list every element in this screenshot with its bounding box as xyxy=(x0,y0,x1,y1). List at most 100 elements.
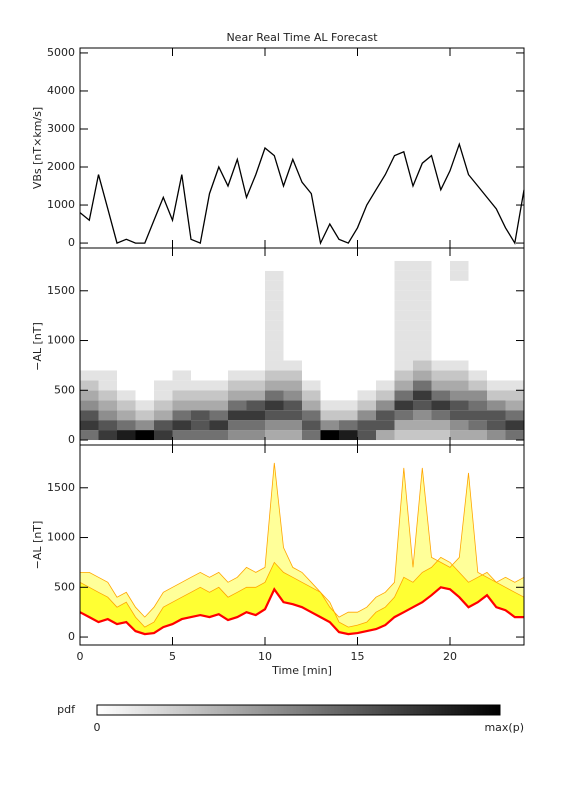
heatmap-cell xyxy=(468,380,487,391)
heatmap-cell xyxy=(487,380,506,391)
heatmap-cell xyxy=(117,380,136,391)
heatmap-cell xyxy=(246,390,265,401)
heatmap-cell xyxy=(265,310,284,321)
heatmap-cell xyxy=(228,260,247,271)
heatmap-cell xyxy=(209,280,228,291)
heatmap-cell xyxy=(117,290,136,301)
x-tick-label: 20 xyxy=(443,650,457,663)
heatmap-cell xyxy=(320,340,339,351)
y-tick-label: 1500 xyxy=(47,284,75,297)
heatmap-cell xyxy=(228,350,247,361)
heatmap-cell xyxy=(117,370,136,381)
heatmap-cell xyxy=(413,430,432,441)
heatmap-cell xyxy=(487,400,506,411)
heatmap-cell xyxy=(172,380,191,391)
heatmap-cell xyxy=(228,280,247,291)
heatmap-cell xyxy=(265,360,284,371)
heatmap-cell xyxy=(302,350,321,361)
heatmap-cell xyxy=(283,260,302,271)
heatmap-cell xyxy=(228,270,247,281)
colorbar-min-label: 0 xyxy=(94,721,101,734)
heatmap-cell xyxy=(80,280,99,291)
y-tick-label: 0 xyxy=(68,236,75,249)
heatmap-cell xyxy=(135,420,154,431)
heatmap-cell xyxy=(80,420,99,431)
heatmap-cell xyxy=(302,370,321,381)
heatmap-cell xyxy=(413,400,432,411)
heatmap-cell xyxy=(135,380,154,391)
heatmap-cell xyxy=(505,300,524,311)
heatmap-cell xyxy=(98,420,117,431)
heatmap-cell xyxy=(154,350,173,361)
heatmap-cell xyxy=(413,300,432,311)
heatmap-cell xyxy=(209,390,228,401)
heatmap-cell xyxy=(468,390,487,401)
heatmap-cell xyxy=(135,270,154,281)
heatmap-cell xyxy=(246,410,265,421)
heatmap-cell xyxy=(154,400,173,411)
heatmap-cell xyxy=(394,310,413,321)
heatmap-cell xyxy=(209,340,228,351)
heatmap-cell xyxy=(154,380,173,391)
heatmap-cell xyxy=(98,270,117,281)
heatmap-cell xyxy=(413,310,432,321)
heatmap-cell xyxy=(376,420,395,431)
heatmap-cell xyxy=(320,420,339,431)
heatmap-cell xyxy=(376,360,395,371)
heatmap-cell xyxy=(320,280,339,291)
heatmap-cell xyxy=(468,270,487,281)
heatmap-cell xyxy=(172,260,191,271)
heatmap-cell xyxy=(246,330,265,341)
y-axis-label: VBs [nT×km/s] xyxy=(31,107,44,189)
heatmap-cell xyxy=(135,300,154,311)
heatmap-cell xyxy=(339,290,358,301)
heatmap-cell xyxy=(80,410,99,421)
heatmap-cell xyxy=(135,410,154,421)
heatmap-cell xyxy=(505,270,524,281)
heatmap-cell xyxy=(376,330,395,341)
heatmap-cell xyxy=(394,340,413,351)
heatmap-cell xyxy=(191,340,210,351)
heatmap-cell xyxy=(209,410,228,421)
heatmap-cell xyxy=(191,360,210,371)
heatmap-cell xyxy=(98,300,117,311)
heatmap-cell xyxy=(172,430,191,441)
y-tick-label: 500 xyxy=(54,383,75,396)
heatmap-cell xyxy=(80,300,99,311)
heatmap-cell xyxy=(283,270,302,281)
heatmap-cell xyxy=(283,300,302,311)
heatmap-cell xyxy=(246,300,265,311)
heatmap-cell xyxy=(357,350,376,361)
heatmap-cell xyxy=(357,270,376,281)
heatmap-cell xyxy=(246,270,265,281)
heatmap-cell xyxy=(302,260,321,271)
heatmap-cell xyxy=(302,300,321,311)
heatmap-cell xyxy=(172,390,191,401)
heatmap-cell xyxy=(228,300,247,311)
heatmap-cell xyxy=(98,390,117,401)
y-axis-label: −AL [nT] xyxy=(31,322,44,371)
heatmap-cell xyxy=(413,390,432,401)
heatmap-cell xyxy=(80,380,99,391)
heatmap-cell xyxy=(154,310,173,321)
heatmap-cell xyxy=(357,330,376,341)
y-tick-label: 0 xyxy=(68,630,75,643)
heatmap-cell xyxy=(283,390,302,401)
heatmap-cell xyxy=(376,380,395,391)
heatmap-cell xyxy=(265,320,284,331)
heatmap-cell xyxy=(302,410,321,421)
heatmap-cell xyxy=(505,370,524,381)
heatmap-cell xyxy=(209,270,228,281)
y-tick-label: 5000 xyxy=(47,46,75,59)
heatmap-cell xyxy=(450,260,469,271)
heatmap-cell xyxy=(98,280,117,291)
heatmap-cell xyxy=(117,400,136,411)
heatmap-cell xyxy=(283,310,302,321)
heatmap-cell xyxy=(357,290,376,301)
heatmap-cell xyxy=(376,370,395,381)
heatmap-cell xyxy=(228,400,247,411)
heatmap-cell xyxy=(172,270,191,281)
heatmap-cell xyxy=(505,410,524,421)
heatmap-cell xyxy=(265,430,284,441)
heatmap-cell xyxy=(265,380,284,391)
